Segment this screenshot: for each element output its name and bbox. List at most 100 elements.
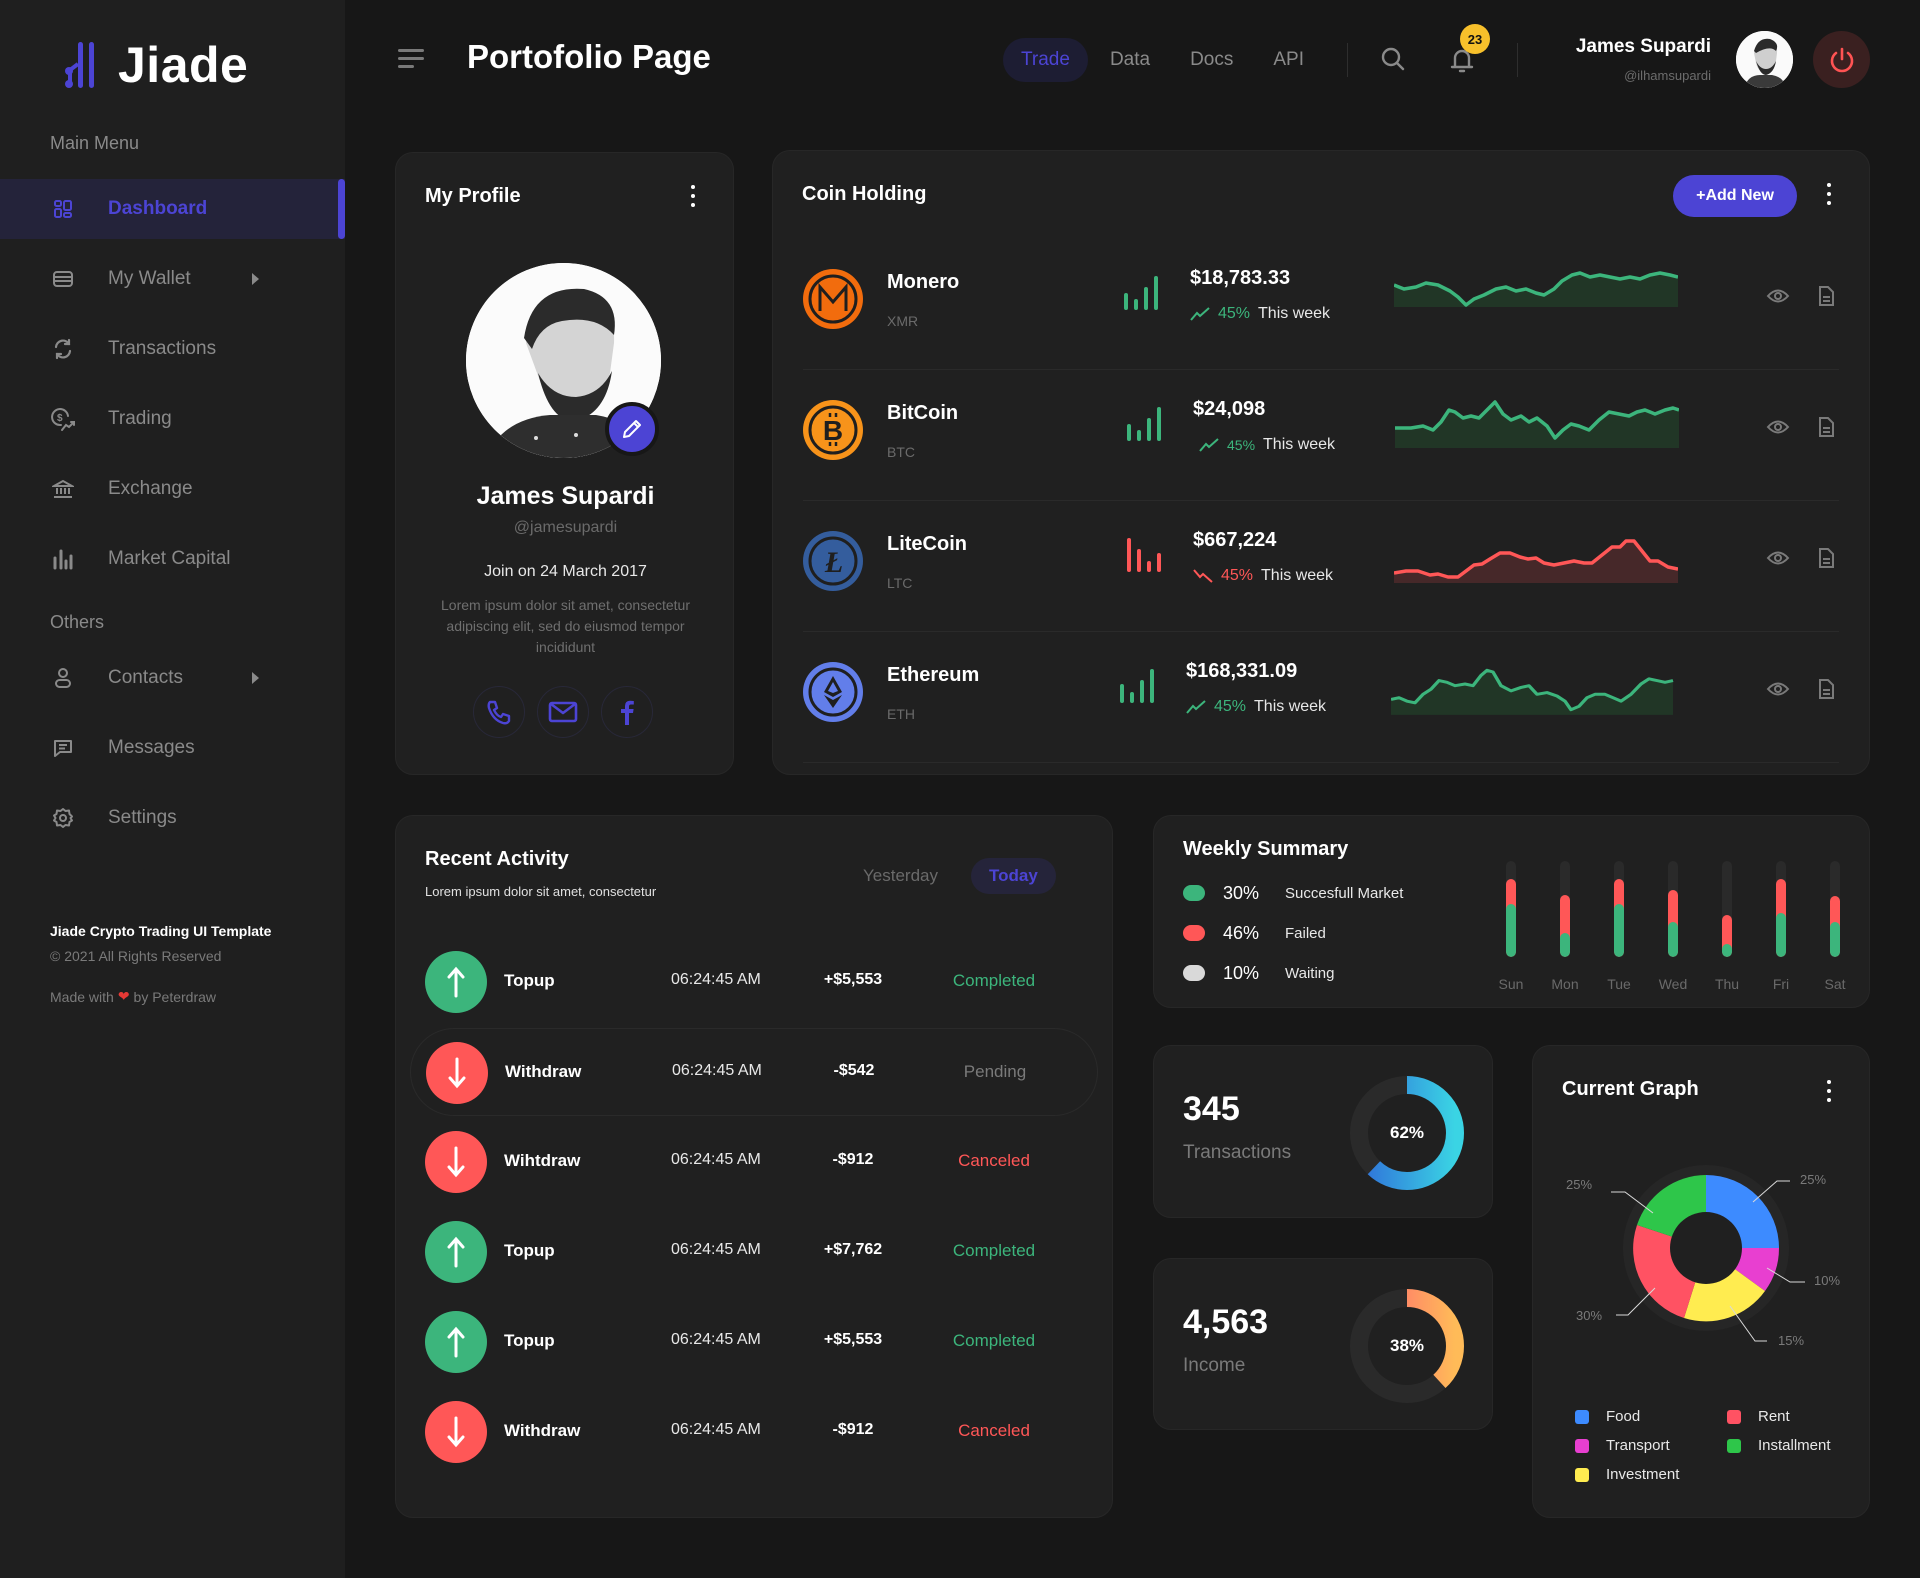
- activity-amount: -$912: [832, 1421, 874, 1438]
- sidebar-item-contacts[interactable]: Contacts: [0, 648, 345, 708]
- stat-label: Income: [1183, 1355, 1246, 1376]
- sidebar-item-my-wallet[interactable]: My Wallet: [0, 249, 345, 309]
- activity-row[interactable]: Topup 06:24:45 AM +$5,553 Completed: [410, 938, 1098, 1026]
- bars-up-icon: [1120, 669, 1154, 703]
- litecoin-icon: Ł: [803, 531, 863, 591]
- coin-row-monero[interactable]: Monero XMR $18,783.33 45% This week: [803, 239, 1839, 370]
- activity-amount: +$5,553: [823, 1331, 883, 1348]
- email-button[interactable]: [537, 686, 589, 738]
- filter-yesterday[interactable]: Yesterday: [863, 866, 938, 885]
- sidebar-item-market-capital[interactable]: Market Capital: [0, 529, 345, 589]
- search-button[interactable]: [1378, 44, 1408, 74]
- top-nav-tabs: Trade Data Docs API: [1003, 38, 1326, 82]
- phone-button[interactable]: [473, 686, 525, 738]
- coin-price: $168,331.09: [1186, 660, 1298, 682]
- notification-badge: 23: [1460, 24, 1490, 54]
- coin-row-bitcoin[interactable]: B BitCoin BTC $24,098 45% This week: [803, 370, 1839, 501]
- stat-label: Transactions: [1183, 1142, 1292, 1163]
- bitcoin-icon: B: [803, 400, 863, 460]
- menu-toggle-button[interactable]: [398, 49, 424, 71]
- tab-trade[interactable]: Trade: [1003, 38, 1088, 82]
- filter-today[interactable]: Today: [971, 858, 1056, 894]
- arrow-up-icon: [425, 1311, 487, 1373]
- sidebar-item-settings[interactable]: Settings: [0, 788, 345, 848]
- weekly-bar-sun: [1506, 861, 1516, 957]
- current-graph-more-button[interactable]: [1825, 1080, 1833, 1102]
- monero-icon: [803, 269, 863, 329]
- document-button[interactable]: [1813, 545, 1839, 571]
- eye-icon: [1766, 420, 1790, 434]
- weekly-bar-fri: [1776, 861, 1786, 957]
- document-icon: [1819, 548, 1834, 568]
- svg-text:$: $: [57, 413, 63, 424]
- activity-row[interactable]: Topup 06:24:45 AM +$5,553 Completed: [410, 1298, 1098, 1386]
- document-button[interactable]: [1813, 676, 1839, 702]
- activity-row[interactable]: Wihtdraw 06:24:45 AM -$912 Canceled: [410, 1118, 1098, 1206]
- document-icon: [1819, 417, 1834, 437]
- notifications-button[interactable]: [1447, 44, 1477, 76]
- weekly-bar-mon: [1560, 861, 1570, 957]
- coin-name: Monero: [887, 271, 960, 293]
- sidebar-item-exchange[interactable]: Exchange: [0, 459, 345, 519]
- sidebar-item-messages[interactable]: Messages: [0, 718, 345, 778]
- search-icon: [1381, 47, 1405, 71]
- weekly-summary-card: Weekly Summary 30% Succesfull Market 46%…: [1153, 815, 1870, 1008]
- coin-row-litecoin[interactable]: Ł LiteCoin LTC $667,224 45% This week: [803, 501, 1839, 632]
- dashboard-icon: [50, 196, 76, 222]
- activity-row[interactable]: Withdraw 06:24:45 AM -$542 Pending: [410, 1028, 1098, 1116]
- caret-right-icon: [252, 672, 259, 684]
- facebook-button[interactable]: [601, 686, 653, 738]
- document-button[interactable]: [1813, 414, 1839, 440]
- coin-sparkline: [1394, 271, 1678, 307]
- coin-change: 45% This week: [1190, 305, 1330, 323]
- footer-credit: Made with ❤ by Peterdraw: [50, 988, 216, 1005]
- activity-row[interactable]: Withdraw 06:24:45 AM -$912 Canceled: [410, 1388, 1098, 1476]
- activity-time: 06:24:45 AM: [671, 1151, 761, 1168]
- activity-status: Pending: [963, 1062, 1027, 1081]
- tab-api[interactable]: API: [1273, 49, 1304, 70]
- document-icon: [1819, 679, 1834, 699]
- header-avatar[interactable]: [1736, 31, 1793, 88]
- sidebar-item-label: Trading: [108, 408, 172, 429]
- sidebar-item-label: Contacts: [108, 667, 183, 688]
- edit-profile-button[interactable]: [605, 402, 659, 456]
- sidebar: Jiade Main Menu Dashboard My Wallet Tran…: [0, 0, 345, 1578]
- view-button[interactable]: [1765, 676, 1791, 702]
- legend-item-installment: Installment: [1727, 1437, 1831, 1454]
- activity-time: 06:24:45 AM: [671, 1331, 761, 1348]
- tab-data[interactable]: Data: [1109, 49, 1151, 70]
- profile-avatar: [466, 263, 661, 458]
- tab-docs[interactable]: Docs: [1190, 49, 1234, 70]
- view-button[interactable]: [1765, 545, 1791, 571]
- coin-change: 45% This week: [1186, 698, 1326, 716]
- day-label: Tue: [1607, 976, 1631, 992]
- header-divider: [1347, 43, 1348, 77]
- sidebar-item-trading[interactable]: $ Trading: [0, 389, 345, 449]
- activity-row[interactable]: Topup 06:24:45 AM +$7,762 Completed: [410, 1208, 1098, 1296]
- add-new-button[interactable]: +Add New: [1673, 175, 1797, 217]
- svg-text:B: B: [823, 415, 843, 446]
- facebook-icon: [621, 700, 634, 725]
- profile-more-button[interactable]: [689, 185, 697, 207]
- brand-logo[interactable]: Jiade: [64, 36, 248, 94]
- bar-chart-icon: [50, 546, 76, 572]
- sidebar-item-transactions[interactable]: Transactions: [0, 319, 345, 379]
- sidebar-item-label: My Wallet: [108, 268, 191, 289]
- coin-price: $18,783.33: [1190, 267, 1291, 289]
- transactions-stat-card: 345 Transactions 62%: [1153, 1045, 1493, 1218]
- legend-swatch: [1727, 1438, 1741, 1453]
- stat-value: 345: [1183, 1090, 1240, 1128]
- coin-row-ethereum[interactable]: Ethereum ETH $168,331.09 45% This week: [803, 632, 1839, 763]
- eye-icon: [1766, 289, 1790, 303]
- view-button[interactable]: [1765, 414, 1791, 440]
- logout-button[interactable]: [1813, 31, 1870, 88]
- coin-holding-more-button[interactable]: [1825, 183, 1833, 205]
- document-button[interactable]: [1813, 283, 1839, 309]
- document-icon: [1819, 286, 1834, 306]
- legend-item-waiting: 10% Waiting: [1183, 962, 1334, 984]
- sidebar-item-dashboard[interactable]: Dashboard: [0, 179, 345, 239]
- view-button[interactable]: [1765, 283, 1791, 309]
- user-portrait-icon: [1736, 31, 1793, 88]
- coin-change-period: This week: [1261, 567, 1334, 584]
- legend-label: Investment: [1606, 1466, 1680, 1483]
